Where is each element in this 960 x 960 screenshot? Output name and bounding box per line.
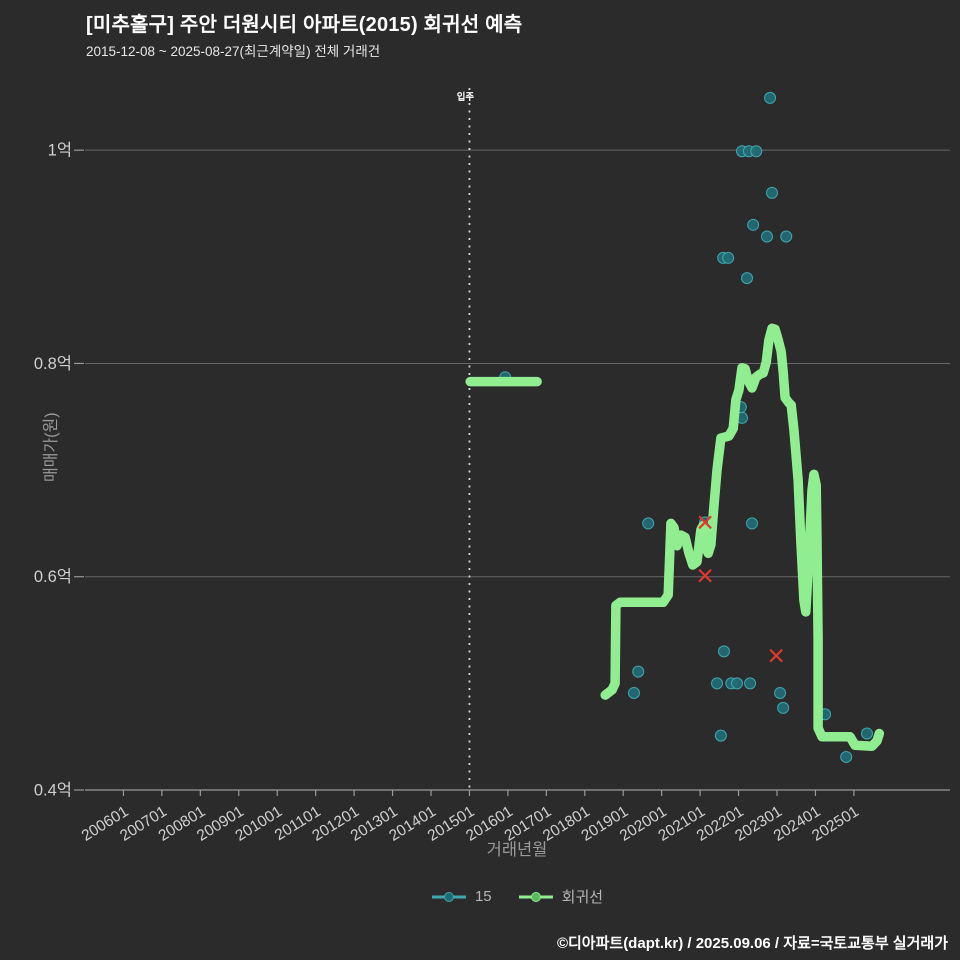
scatter-point [774,686,787,699]
scatter-point [714,729,727,742]
legend-marker [518,891,553,902]
regression-line [600,323,885,752]
scatter-point [840,750,853,763]
legend: 15 회귀선 [431,886,603,907]
scatter-point [777,701,790,714]
y-tick-label: 0.4억 [34,781,72,800]
y-tick-label: 0.6억 [34,567,72,586]
outlier-x-marker [698,568,712,583]
scatter-point [741,272,754,285]
legend-marker-dot [443,891,454,902]
scatter-point [731,677,744,690]
legend-marker [431,891,466,902]
legend-item-label: 회귀선 [561,889,604,906]
scatter-point [746,517,759,530]
outlier-x-marker [769,648,784,663]
scatter-point [711,677,724,690]
x-axis-title: 거래년월 [486,841,548,859]
scatter-point [642,517,655,530]
outlier-x-marker [698,515,712,530]
scatter-point [744,677,757,690]
legend-item-label: 15 [474,888,492,905]
legend-item: 15 [431,888,492,905]
chart-subtitle: 2015-12-08 ~ 2025-08-27(최근계약일) 전체 거래건 [86,44,381,59]
y-tick-label: 0.8억 [34,354,72,373]
scatter-point [717,645,730,658]
chart-title: [미추홀구] 주안 더원시티 아파트(2015) 회귀선 예측 [86,14,523,36]
scatter-point [627,686,640,699]
scatter-point [632,665,645,678]
legend-item: 회귀선 [518,886,603,907]
scatter-point [750,145,763,158]
scatter-point [761,230,774,243]
scatter-point [747,218,760,231]
footer-credit: ©디아파트(dapt.kr) / 2025.09.06 / 자료=국토교통부 실… [556,935,948,952]
y-axis-title: 매매가(원) [42,412,60,482]
scatter-point [860,727,873,740]
y-tick-label: 1억 [48,141,72,160]
scatter-point [780,230,793,243]
scatter-point [766,186,779,199]
scatter-point [764,91,777,104]
scatter-point [722,251,735,264]
legend-marker-dot [530,891,541,902]
annotation-label: 입주 [457,91,475,103]
